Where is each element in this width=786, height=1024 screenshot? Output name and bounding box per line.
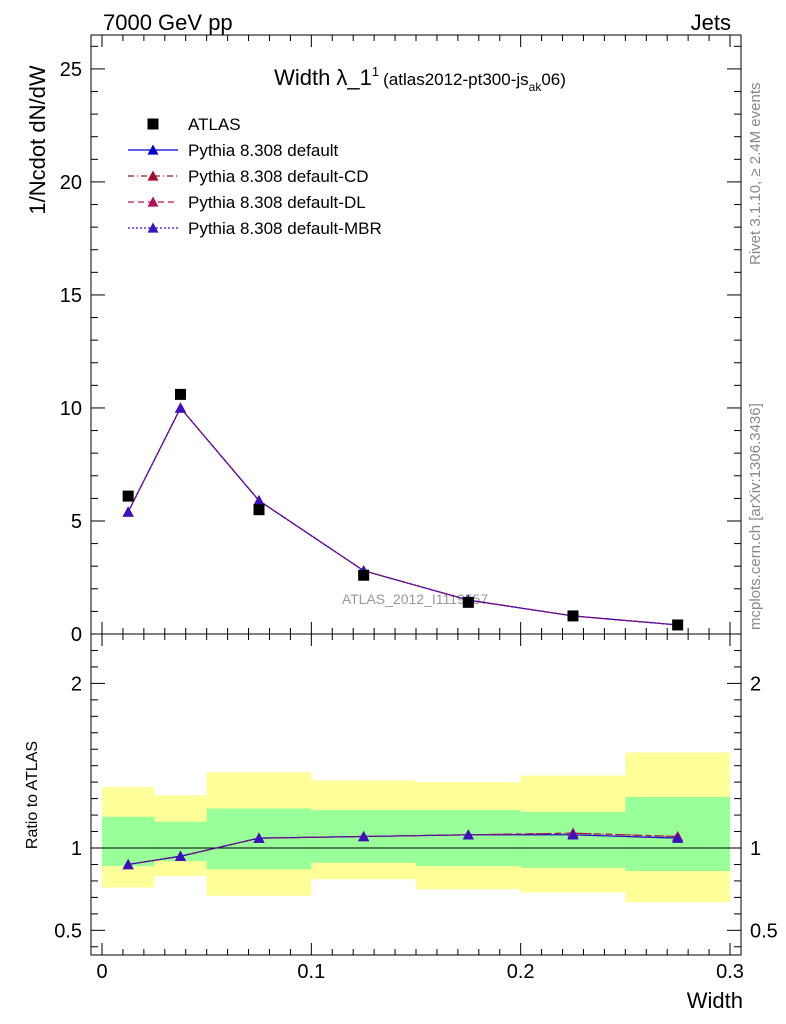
y-tick-label: 15 [60,285,82,307]
chart-title-paren-open: (atlas2012-pt300-js [383,70,529,89]
series-point-mbr [175,402,186,413]
main-y-axis-label: 1/Ncdot dN/dW [25,65,50,214]
ratio-y-tick-label: 2 [71,673,82,695]
ratio-panel: Ratio to ATLAS Width 0 0.1 0.2 0.3 0.5 0.5 1 1 2… [24,633,778,1013]
chart-title-sup: 1 [372,64,379,79]
data-point-atlas [672,619,684,631]
ratio-point-mbr [358,830,370,842]
series-point-mbr [253,495,265,506]
band-inner-bin [520,811,626,868]
y-tick-label: 5 [71,511,82,533]
legend-label-mbr: Pythia 8.308 default-MBR [188,219,382,238]
y-tick-label: 10 [60,398,82,420]
chart-title-main: Width λ_1 [274,65,372,90]
x-tick-label: 0.1 [297,961,325,983]
ratio-point-mbr [253,832,265,843]
mcplots-label: mcplots.cern.ch [arXiv:1306.3436] [747,403,764,630]
ratio-point-mbr [462,829,474,840]
legend-marker-default [147,144,159,155]
series-point-mbr [122,506,134,517]
ratio-y-tick-label: 0.5 [54,920,82,942]
legend-label-dl: Pythia 8.308 default-DL [188,193,366,212]
legend-marker-atlas [147,118,159,130]
chart-title-sub: ak [529,80,543,94]
legend-label-atlas: ATLAS [188,115,241,134]
main-panel: 1/Ncdot dN/dW Width λ_11 (atlas2012-pt300… [25,34,742,646]
ratio-y-axis-label: Ratio to ATLAS [24,741,41,849]
x-tick-label: 0.2 [507,961,535,983]
legend-marker-cd [147,170,159,181]
data-point-atlas [122,490,134,502]
header-right: Jets [691,10,731,35]
ratio-y-tick-label-right: 0.5 [750,920,778,942]
legend-marker-mbr [147,222,159,233]
y-tick-label: 20 [60,172,82,194]
ratio-y-tick-label-right: 2 [750,673,761,695]
header-left: 7000 GeV pp [103,10,233,35]
data-point-atlas [358,569,370,581]
y-tick-label: 25 [60,59,82,81]
legend-label-cd: Pythia 8.308 default-CD [188,167,369,186]
y-tick-label: 0 [71,624,82,646]
x-tick-label: 0 [96,961,107,983]
rivet-label: Rivet 3.1.10, ≥ 2.4M events [747,83,764,266]
ratio-y-tick-label: 1 [71,838,82,860]
ratio-point-mbr [567,829,579,840]
legend-label-default: Pythia 8.308 default [188,141,339,160]
chart-title: Width λ_11 (atlas2012-pt300-jsak06) [274,64,566,94]
ratio-point-mbr [122,858,134,870]
data-point-atlas [253,504,265,516]
legend-marker-dl [147,196,159,207]
ratio-point-mbr [672,832,684,843]
data-point-atlas [567,610,579,622]
ratio-point-mbr [175,850,186,861]
x-tick-label: 0.3 [716,961,744,983]
data-point-atlas [462,596,474,608]
band-inner-bin [102,816,155,867]
x-axis-label: Width [687,988,743,1013]
legend: ATLAS Pythia 8.308 default Pythia 8.308 de… [128,115,382,238]
data-point-atlas [175,388,186,400]
chart-title-paren-close: 06) [541,70,566,89]
ratio-y-tick-label-right: 1 [750,838,761,860]
